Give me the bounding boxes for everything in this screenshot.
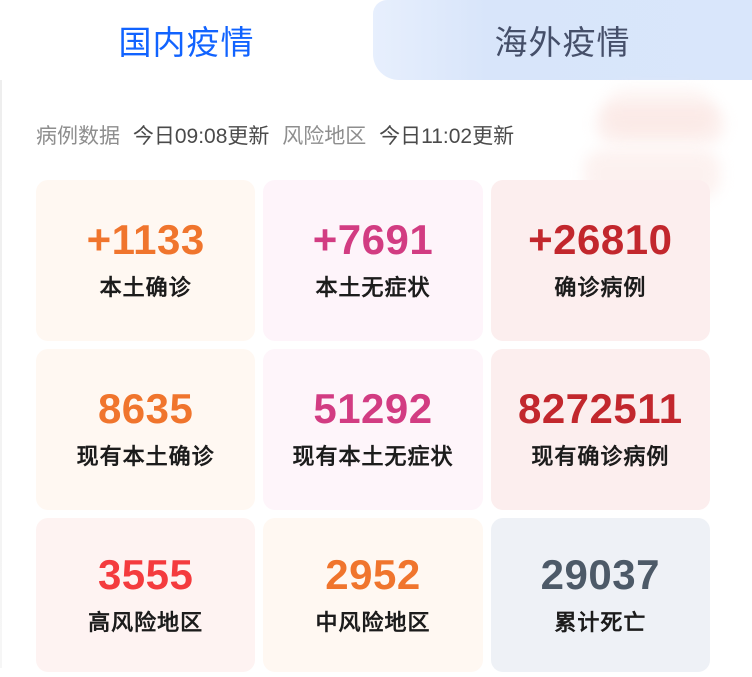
stat-card-local-confirmed-current[interactable]: 8635 现有本土确诊 [36,349,256,510]
case-data-update-time: 今日09:08更新 [132,125,270,148]
update-status-bar: 病例数据 今日09:08更新 风险地区 今日11:02更新 [36,121,521,152]
stat-value: 8272511 [517,385,683,432]
tab-overseas-epidemic[interactable]: 海外疫情 [373,0,752,80]
stat-value: +1133 [86,216,205,263]
stat-value: +26810 [528,216,673,263]
stat-label: 中风险地区 [315,609,431,635]
stat-value: 8635 [97,385,194,432]
stat-card-cumulative-deaths[interactable]: 29037 累计死亡 [490,518,710,672]
stat-card-local-asymptomatic-new[interactable]: +7691 本土无症状 [263,180,483,341]
stat-label: 本土无症状 [315,275,431,300]
stat-card-medium-risk-areas[interactable]: 2952 中风险地区 [263,518,483,672]
stats-grid: +1133 本土确诊 +7691 本土无症状 +26810 确诊病例 8635 … [36,180,710,672]
window-edge [0,8,2,668]
stat-label: 高风险地区 [88,609,204,635]
stat-value: 29037 [540,550,660,598]
stat-label: 现有本土无症状 [292,444,454,469]
decorative-blur [584,88,724,198]
stat-card-high-risk-areas[interactable]: 3555 高风险地区 [36,518,256,672]
stat-label: 累计死亡 [554,609,647,635]
risk-area-label: 风险地区 [282,125,367,148]
stat-card-confirmed-new[interactable]: +26810 确诊病例 [490,180,710,341]
stat-label: 现有确诊病例 [531,444,670,469]
risk-area-update-time: 今日11:02更新 [379,125,515,148]
stat-value: 51292 [313,385,433,432]
stat-label: 确诊病例 [554,275,647,300]
stat-value: 3555 [97,550,194,598]
tab-bar: 国内疫情 海外疫情 [0,0,752,80]
case-data-label: 病例数据 [36,125,120,148]
stat-card-confirmed-current[interactable]: 8272511 现有确诊病例 [490,349,710,510]
tab-domestic-epidemic[interactable]: 国内疫情 [0,0,373,80]
stat-label: 本土确诊 [99,275,192,300]
stat-value: +7691 [312,216,434,263]
stat-label: 现有本土确诊 [76,444,215,469]
stat-card-local-confirmed-new[interactable]: +1133 本土确诊 [36,180,256,341]
stat-value: 2952 [325,550,421,598]
stat-card-local-asymptomatic-current[interactable]: 51292 现有本土无症状 [263,349,483,510]
